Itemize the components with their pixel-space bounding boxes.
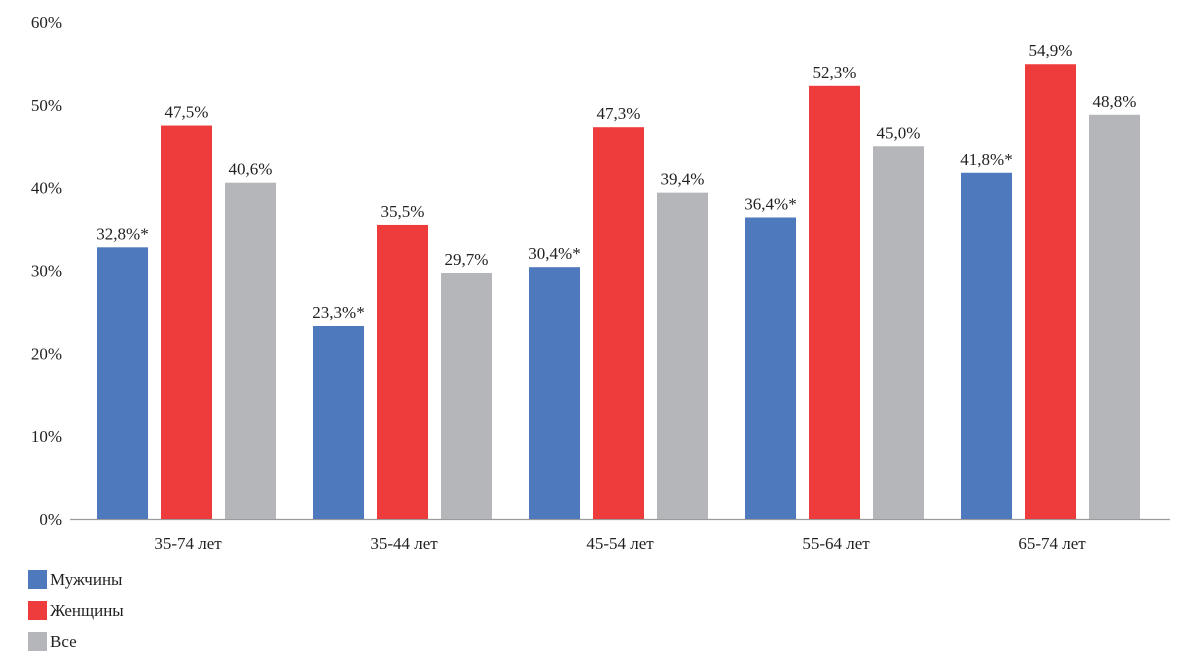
legend: Мужчины Женщины Все	[28, 570, 124, 651]
bar-women	[809, 85, 860, 519]
y-tick-label: 30%	[31, 262, 62, 281]
data-labels: 32,8%* 23,3%* 30,4%* 36,4%* 41,8%* 47,5% 35,5%…	[96, 41, 1136, 322]
bar-all	[225, 182, 276, 520]
y-tick-label: 20%	[31, 344, 62, 363]
data-label: 36,4%*	[744, 194, 796, 213]
bar-women	[1025, 64, 1076, 520]
bar-women	[593, 127, 644, 519]
bar-all	[657, 192, 708, 520]
x-category-label: 55-64 лет	[802, 534, 870, 553]
data-label: 45,0%	[877, 123, 921, 142]
y-tick-label: 10%	[31, 427, 62, 446]
bar-men	[313, 325, 364, 519]
data-label: 47,5%	[165, 103, 209, 122]
bar-women	[377, 224, 428, 520]
bars	[97, 64, 1140, 520]
x-category-label: 35-74 лет	[154, 534, 222, 553]
bar-men	[961, 172, 1012, 520]
data-label: 32,8%*	[96, 224, 148, 243]
legend-label: Женщины	[50, 601, 124, 620]
bar-men	[529, 267, 580, 519]
y-tick-label: 0%	[39, 510, 62, 529]
bar-all	[873, 146, 924, 519]
legend-swatch	[28, 601, 47, 620]
x-category-label: 65-74 лет	[1018, 534, 1086, 553]
bar-all	[441, 272, 492, 519]
legend-label: Мужчины	[50, 570, 123, 589]
data-label: 48,8%	[1093, 92, 1137, 111]
data-label: 47,3%	[597, 104, 641, 123]
data-label: 54,9%	[1029, 41, 1073, 60]
bar-men	[97, 247, 148, 519]
y-tick-label: 50%	[31, 96, 62, 115]
data-label: 39,4%	[661, 170, 705, 189]
data-label: 35,5%	[381, 202, 425, 221]
data-label: 52,3%	[813, 63, 857, 82]
data-label: 29,7%	[445, 250, 489, 269]
legend-swatch	[28, 632, 47, 651]
legend-label: Все	[50, 632, 77, 651]
data-label: 23,3%*	[312, 303, 364, 322]
legend-swatch	[28, 570, 47, 589]
x-category-label: 35-44 лет	[370, 534, 438, 553]
y-tick-label: 40%	[31, 179, 62, 198]
data-label: 41,8%*	[960, 150, 1012, 169]
data-label: 30,4%*	[528, 244, 580, 263]
bar-men	[745, 217, 796, 519]
bar-all	[1089, 114, 1140, 520]
y-axis: 0% 10% 20% 30% 40% 50% 60%	[31, 13, 62, 529]
x-category-label: 45-54 лет	[586, 534, 654, 553]
data-label: 40,6%	[229, 160, 273, 179]
x-axis: 35-74 лет 35-44 лет 45-54 лет 55-64 лет 65-7…	[70, 518, 1170, 553]
bar-women	[161, 125, 212, 520]
y-tick-label: 60%	[31, 13, 62, 32]
